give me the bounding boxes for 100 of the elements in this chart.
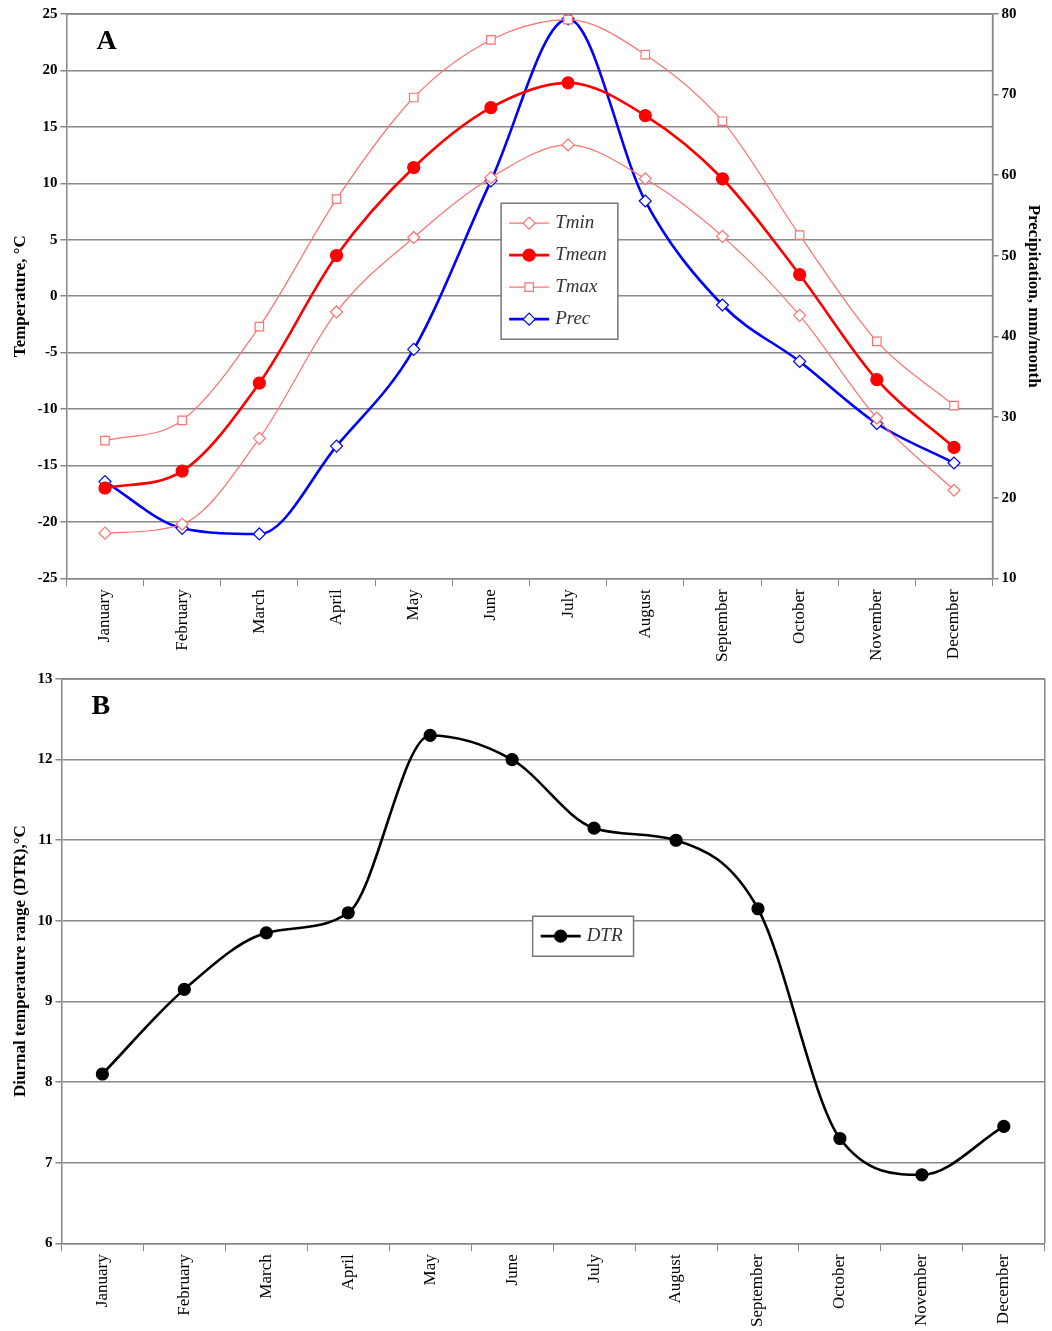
point	[252, 527, 266, 541]
x-tick-label: October	[789, 588, 809, 645]
point	[561, 76, 575, 90]
legend-label: Tmin	[555, 211, 595, 233]
y-tick-label: 0	[49, 287, 58, 304]
point	[793, 268, 807, 282]
y-axis-title: Diurnal temperature range (DTR),°C	[9, 825, 29, 1098]
point	[717, 116, 728, 127]
y-tick-label: 6	[44, 1234, 53, 1251]
y2-tick-label: 80	[1001, 4, 1017, 21]
x-tick-label: March	[248, 588, 268, 634]
y-tick-label: 7	[44, 1153, 53, 1170]
point	[793, 308, 807, 322]
y-axis-title: Temperature, °C	[9, 235, 29, 358]
x-tick-label: January	[94, 588, 114, 643]
x-tick-label: September	[747, 1253, 767, 1327]
y-tick-label: -10	[37, 399, 58, 416]
y-tick-label: 10	[37, 911, 53, 928]
point	[997, 1119, 1011, 1134]
point	[407, 342, 421, 356]
y2-tick-label: 40	[1001, 327, 1017, 344]
point	[252, 376, 266, 390]
point	[640, 49, 651, 60]
x-tick-label: January	[91, 1253, 111, 1308]
point	[486, 35, 496, 45]
point	[833, 1131, 847, 1146]
y-tick-label: 25	[42, 4, 58, 21]
point	[407, 160, 421, 175]
y-tick-label: 10	[42, 174, 58, 191]
point	[341, 906, 355, 920]
point	[751, 902, 765, 916]
legend-label: Prec	[554, 307, 591, 329]
x-tick-label: December	[993, 1253, 1013, 1325]
point	[175, 517, 189, 531]
point	[252, 431, 266, 445]
y-tick-label: -15	[37, 456, 58, 473]
annotation: B	[91, 689, 111, 721]
point	[871, 336, 882, 347]
point	[329, 305, 344, 319]
point	[870, 411, 884, 425]
y-tick-label: 9	[44, 992, 53, 1009]
x-tick-label: November	[911, 1253, 931, 1327]
point	[175, 464, 189, 478]
y-tick-label: 12	[37, 750, 53, 767]
point	[329, 248, 344, 263]
point	[423, 728, 437, 743]
point	[98, 526, 112, 540]
y-tick-label: 5	[49, 230, 58, 247]
y2-axis-title: Precipitation, mm/month	[1025, 204, 1045, 389]
y-tick-label: 8	[44, 1072, 53, 1089]
x-tick-label: April	[337, 1254, 357, 1291]
x-tick-label: February	[173, 1253, 193, 1316]
point	[947, 440, 961, 454]
x-tick-label: June	[480, 589, 500, 621]
point	[915, 1168, 929, 1182]
y-tick-label: 11	[38, 831, 53, 848]
point	[715, 172, 730, 186]
x-tick-label: August	[665, 1254, 685, 1304]
x-tick-label: June	[501, 1254, 521, 1286]
x-tick-label: April	[326, 589, 346, 626]
x-tick-label: May	[403, 588, 423, 621]
x-tick-label: March	[255, 1253, 275, 1299]
x-tick-label: July	[557, 588, 577, 618]
point	[408, 92, 419, 103]
x-tick-label: July	[583, 1253, 603, 1283]
y2-tick-label: 30	[1001, 407, 1017, 424]
y2-tick-label: 70	[1001, 85, 1017, 102]
point	[331, 194, 342, 204]
point	[177, 415, 188, 426]
y-tick-label: 15	[42, 117, 58, 134]
y2-tick-label: 20	[1001, 488, 1017, 505]
point	[715, 298, 730, 312]
point	[638, 108, 652, 123]
legend-label: DTR	[585, 924, 623, 946]
y2-tick-label: 60	[1001, 166, 1017, 183]
legend-label: Tmean	[555, 243, 607, 265]
point	[95, 1067, 109, 1081]
point	[949, 400, 959, 411]
point	[947, 483, 961, 497]
annotation: A	[96, 24, 118, 56]
legend-label: Tmax	[555, 275, 598, 297]
point	[407, 230, 421, 245]
x-tick-label: August	[634, 589, 654, 639]
y2-tick-label: 50	[1001, 246, 1017, 263]
point	[947, 456, 961, 470]
point	[638, 172, 652, 186]
y-tick-label: -5	[44, 343, 58, 360]
point	[259, 926, 273, 940]
y-tick-label: 13	[37, 669, 53, 686]
point	[669, 833, 683, 847]
x-tick-label: December	[943, 588, 963, 660]
point	[254, 321, 265, 332]
x-tick-label: September	[711, 588, 731, 662]
x-tick-label: February	[171, 588, 191, 651]
point	[715, 229, 730, 243]
point	[587, 821, 601, 835]
y2-tick-label: 10	[1001, 569, 1017, 586]
point	[100, 435, 110, 446]
point	[484, 101, 498, 115]
x-tick-label: May	[419, 1253, 439, 1286]
